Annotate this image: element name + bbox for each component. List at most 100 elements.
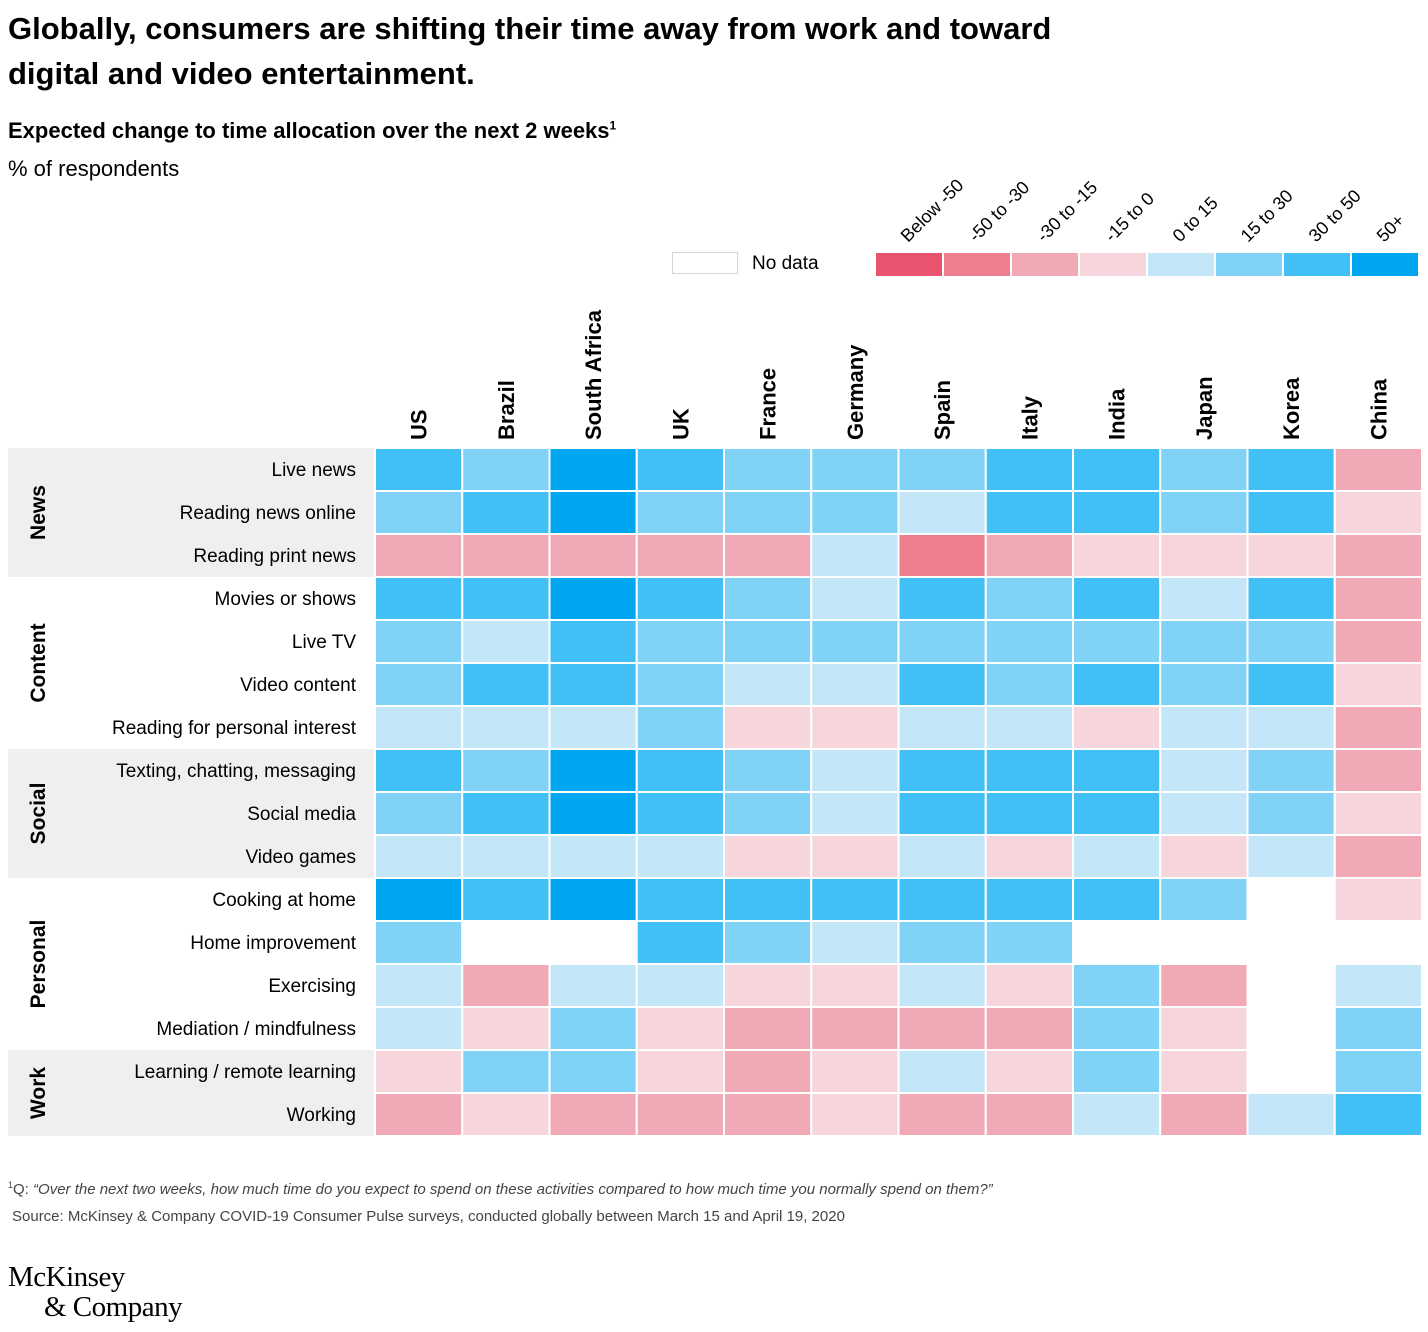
- legend-swatch-50-to-30: [944, 253, 1010, 276]
- group-band-work: [8, 1050, 375, 1136]
- heatmap-cell-reading-news-online-france: [723, 490, 813, 535]
- heatmap-cell-texting-chatting-messaging-brazil: [461, 748, 551, 793]
- heatmap-cell-mediation-mindfulness-uk: [635, 1006, 725, 1051]
- heatmap-cell-working-brazil: [461, 1092, 551, 1137]
- heatmap-cell-reading-print-news-korea: [1246, 533, 1336, 578]
- heatmap-cell-live-tv-brazil: [461, 619, 551, 664]
- heatmap-cell-reading-news-online-china: [1333, 490, 1423, 535]
- heatmap-cell-video-content-china: [1333, 662, 1423, 707]
- heatmap-cell-video-content-japan: [1159, 662, 1249, 707]
- heatmap-cell-social-media-us: [374, 791, 464, 836]
- heatmap-cell-mediation-mindfulness-us: [374, 1006, 464, 1051]
- heatmap-cell-learning-remote-learning-italy: [984, 1049, 1074, 1094]
- heatmap-cell-movies-or-shows-china: [1333, 576, 1423, 621]
- heatmap-cell-cooking-at-home-germany: [810, 877, 900, 922]
- heatmap-cell-movies-or-shows-japan: [1159, 576, 1249, 621]
- heatmap-cell-reading-for-personal-interest-spain: [897, 705, 987, 750]
- heatmap-cell-reading-news-online-spain: [897, 490, 987, 535]
- heatmap-cell-texting-chatting-messaging-south-africa: [548, 748, 638, 793]
- heatmap-cell-social-media-france: [723, 791, 813, 836]
- legend-label-15-to-0: -15 to 0: [1101, 189, 1158, 246]
- heatmap-cell-video-content-spain: [897, 662, 987, 707]
- heatmap-cell-social-media-korea: [1246, 791, 1336, 836]
- heatmap-cell-live-news-brazil: [461, 447, 551, 492]
- row-label-cooking-at-home: Cooking at home: [212, 890, 356, 911]
- heatmap-cell-cooking-at-home-spain: [897, 877, 987, 922]
- chart-subtitle: Expected change to time allocation over …: [8, 118, 616, 144]
- heatmap-cell-video-content-uk: [635, 662, 725, 707]
- heatmap-cell-movies-or-shows-spain: [897, 576, 987, 621]
- heatmap-cell-cooking-at-home-italy: [984, 877, 1074, 922]
- heatmap-cell-video-content-france: [723, 662, 813, 707]
- heatmap-cell-cooking-at-home-india: [1072, 877, 1162, 922]
- heatmap-cell-social-media-germany: [810, 791, 900, 836]
- heatmap-cell-reading-print-news-south-africa: [548, 533, 638, 578]
- logo-line-2: & Company: [44, 1291, 183, 1323]
- column-header-italy: Italy: [1017, 395, 1042, 440]
- footnote-prefix: Q:: [13, 1181, 34, 1198]
- heatmap-cell-working-india: [1072, 1092, 1162, 1137]
- heatmap-cell-working-italy: [984, 1092, 1074, 1137]
- legend-swatch-0-to-15: [1148, 253, 1214, 276]
- heatmap-cell-reading-news-online-south-africa: [548, 490, 638, 535]
- heatmap-cell-mediation-mindfulness-germany: [810, 1006, 900, 1051]
- heatmap-cell-mediation-mindfulness-spain: [897, 1006, 987, 1051]
- heatmap-cell-mediation-mindfulness-south-africa: [548, 1006, 638, 1051]
- heatmap-cell-texting-chatting-messaging-china: [1333, 748, 1423, 793]
- column-header-germany: Germany: [843, 344, 868, 440]
- heatmap-cell-cooking-at-home-china: [1333, 877, 1423, 922]
- heatmap-cell-video-content-us: [374, 662, 464, 707]
- heatmap-cell-reading-for-personal-interest-uk: [635, 705, 725, 750]
- legend-label-below-50: Below -50: [897, 175, 968, 246]
- row-label-social-media: Social media: [247, 804, 356, 825]
- legend-swatch-30-to-50: [1284, 253, 1350, 276]
- heatmap-cell-home-improvement-uk: [635, 920, 725, 965]
- heatmap-cell-texting-chatting-messaging-japan: [1159, 748, 1249, 793]
- heatmap-cell-exercising-china: [1333, 963, 1423, 1008]
- heatmap-cell-texting-chatting-messaging-us: [374, 748, 464, 793]
- heatmap-cell-home-improvement-korea: [1246, 920, 1336, 965]
- row-label-texting-chatting-messaging: Texting, chatting, messaging: [116, 761, 356, 782]
- legend-swatch-15-to-0: [1080, 253, 1146, 276]
- heatmap-cell-video-games-spain: [897, 834, 987, 879]
- heatmap-cell-live-news-uk: [635, 447, 725, 492]
- heatmap-cell-home-improvement-japan: [1159, 920, 1249, 965]
- heatmap-cell-cooking-at-home-japan: [1159, 877, 1249, 922]
- heatmap-cell-reading-print-news-brazil: [461, 533, 551, 578]
- heatmap-cell-exercising-japan: [1159, 963, 1249, 1008]
- mckinsey-logo: McKinsey & Company: [8, 1262, 183, 1323]
- heatmap-cell-learning-remote-learning-spain: [897, 1049, 987, 1094]
- heatmap-cell-cooking-at-home-uk: [635, 877, 725, 922]
- heatmap-cell-reading-news-online-us: [374, 490, 464, 535]
- row-label-exercising: Exercising: [268, 976, 356, 997]
- heatmap-cell-reading-print-news-us: [374, 533, 464, 578]
- heatmap-cell-social-media-spain: [897, 791, 987, 836]
- heatmap-cell-live-news-us: [374, 447, 464, 492]
- heatmap-cell-live-news-italy: [984, 447, 1074, 492]
- heatmap-cell-reading-for-personal-interest-us: [374, 705, 464, 750]
- heatmap-cell-mediation-mindfulness-france: [723, 1006, 813, 1051]
- heatmap-cell-movies-or-shows-uk: [635, 576, 725, 621]
- row-label-mediation-mindfulness: Mediation / mindfulness: [156, 1019, 356, 1040]
- heatmap-cell-video-games-uk: [635, 834, 725, 879]
- legend-swatch-15-to-30: [1216, 253, 1282, 276]
- heatmap-cell-working-korea: [1246, 1092, 1336, 1137]
- heatmap-cell-learning-remote-learning-south-africa: [548, 1049, 638, 1094]
- heatmap-cell-working-france: [723, 1092, 813, 1137]
- heatmap-cell-video-games-germany: [810, 834, 900, 879]
- heatmap-cell-video-content-south-africa: [548, 662, 638, 707]
- row-label-learning-remote-learning: Learning / remote learning: [134, 1062, 356, 1083]
- column-header-south-africa: South Africa: [581, 309, 606, 440]
- heatmap-cell-social-media-uk: [635, 791, 725, 836]
- heatmap-cell-reading-news-online-uk: [635, 490, 725, 535]
- footnote-question: “Over the next two weeks, how much time …: [33, 1181, 993, 1198]
- heatmap-cell-video-games-korea: [1246, 834, 1336, 879]
- column-header-us: US: [407, 409, 432, 440]
- group-label-work: Work: [27, 1067, 50, 1119]
- group-label-personal: Personal: [27, 920, 50, 1009]
- heatmap-cell-video-games-us: [374, 834, 464, 879]
- heatmap-cell-video-games-brazil: [461, 834, 551, 879]
- heatmap-cell-texting-chatting-messaging-uk: [635, 748, 725, 793]
- heatmap-cell-live-tv-italy: [984, 619, 1074, 664]
- heatmap-cell-home-improvement-south-africa: [548, 920, 638, 965]
